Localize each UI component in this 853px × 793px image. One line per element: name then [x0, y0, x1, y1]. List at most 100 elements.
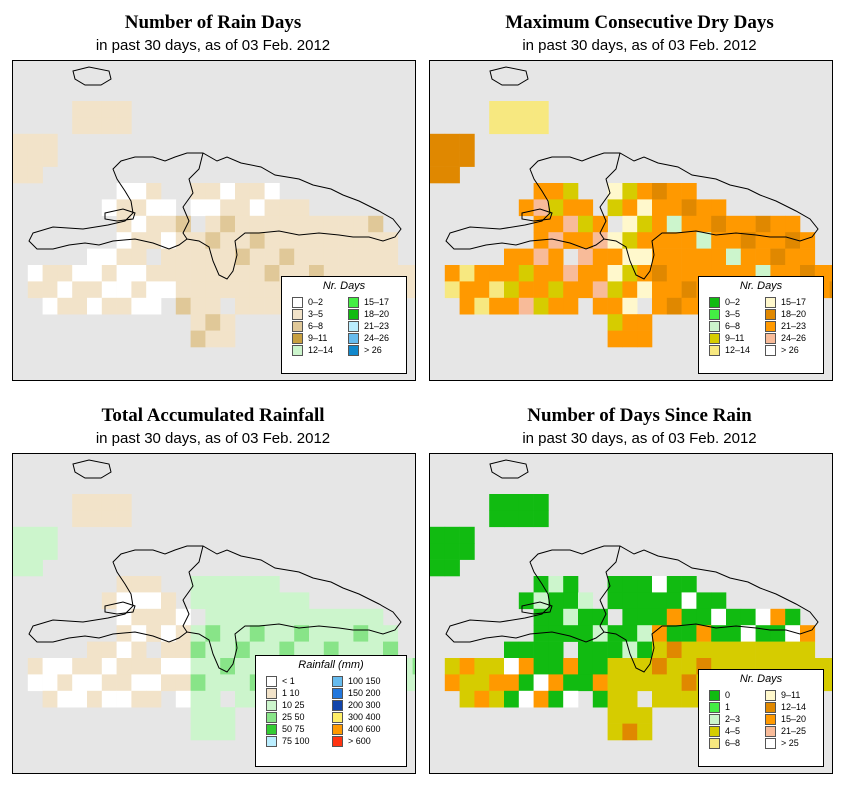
grid-cell [430, 559, 446, 577]
grid-cell [681, 297, 697, 315]
grid-cell [323, 608, 339, 626]
grid-cell [681, 674, 697, 692]
grid-cell [27, 281, 43, 299]
grid-cell [637, 674, 653, 692]
legend-swatch [765, 297, 776, 308]
grid-cell [72, 117, 88, 135]
legend-item: 24–26 [348, 333, 400, 344]
grid-cell [175, 674, 191, 692]
legend-item: 10 25 [266, 700, 328, 711]
grid-cell [146, 674, 162, 692]
grid-cell [57, 658, 73, 675]
grid-cell [116, 494, 132, 511]
grid-cell [220, 281, 236, 299]
legend-swatch [266, 724, 277, 735]
grid-cell [548, 576, 564, 593]
grid-cell [42, 133, 58, 151]
grid-cell [175, 641, 191, 659]
grid-cell [430, 543, 446, 560]
grid-cell [548, 248, 564, 266]
grid-cell [220, 248, 236, 266]
grid-cell [175, 215, 191, 233]
legend-label: 15–20 [781, 714, 807, 724]
grid-cell [249, 625, 265, 642]
grid-cell [518, 592, 534, 610]
grid-cell [353, 232, 369, 249]
grid-cell [770, 641, 786, 659]
grid-cell [116, 183, 132, 200]
grid-cell [101, 494, 117, 511]
grid-cell [131, 248, 147, 266]
legend-item: < 1 [266, 676, 328, 687]
grid-cell [755, 608, 771, 626]
grid-cell [785, 248, 801, 266]
legend-label: 0–2 [725, 297, 741, 307]
legend-item: 2–3 [709, 714, 761, 725]
grid-cell [533, 117, 549, 135]
grid-cell [696, 641, 712, 659]
grid-cell [474, 658, 490, 675]
grid-cell [116, 199, 132, 217]
grid-cell [294, 608, 310, 626]
grid-cell [681, 232, 697, 249]
grid-cell [652, 232, 668, 249]
grid-cell [696, 199, 712, 217]
grid-cell [205, 625, 221, 642]
legend-item: 18–20 [765, 309, 817, 320]
grid-cell [175, 232, 191, 249]
grid-cell [696, 592, 712, 610]
legend-label: > 26 [364, 345, 382, 355]
grid-cell [681, 576, 697, 593]
grid-cell [622, 232, 638, 249]
grid-cell [504, 510, 520, 528]
legend-swatch [266, 712, 277, 723]
grid-cell [444, 150, 460, 167]
legend-label: 1 10 [282, 688, 300, 698]
grid-cell [474, 265, 490, 282]
legend-item: 1 [709, 702, 761, 713]
grid-cell [533, 641, 549, 659]
grid-cell [190, 297, 206, 315]
grid-cell [205, 707, 221, 724]
panel-subtitle: in past 30 days, as of 03 Feb. 2012 [522, 430, 757, 447]
grid-cell [161, 658, 177, 675]
grid-cell [249, 592, 265, 610]
grid-cell [607, 297, 623, 315]
grid-cell [607, 330, 623, 348]
grid-cell [592, 248, 608, 266]
grid-cell [489, 265, 505, 282]
grid-cell [72, 281, 88, 299]
grid-cell [161, 199, 177, 217]
grid-cell [518, 510, 534, 528]
grid-cell [548, 265, 564, 282]
grid-cell [681, 248, 697, 266]
grid-cell [592, 281, 608, 299]
grid-cell [412, 281, 415, 299]
legend-swatch [709, 702, 720, 713]
grid-cell [578, 248, 594, 266]
legend-label: 9–11 [781, 690, 801, 700]
legend-swatch [709, 309, 720, 320]
grid-cell [101, 248, 117, 266]
legend-item: 6–8 [292, 321, 344, 332]
grid-cell [548, 199, 564, 217]
grid-cell [309, 215, 325, 233]
grid-cell [652, 674, 668, 692]
grid-cell [548, 183, 564, 200]
grid-cell [205, 314, 221, 331]
grid-cell [607, 199, 623, 217]
grid-cell [235, 248, 251, 266]
panel-rain-days: Number of Rain Days in past 30 days, as … [0, 0, 426, 390]
grid-cell [13, 166, 29, 184]
map-canvas [13, 66, 415, 348]
legend-label: 21–23 [781, 321, 807, 331]
grid-cell [383, 248, 399, 266]
grid-cell [101, 297, 117, 315]
grid-cell [87, 265, 103, 282]
grid-cell [548, 232, 564, 249]
grid-cell [279, 232, 295, 249]
country-border [599, 545, 621, 633]
grid-cell [235, 690, 251, 708]
grid-cell [652, 265, 668, 282]
grid-cell [368, 641, 384, 659]
